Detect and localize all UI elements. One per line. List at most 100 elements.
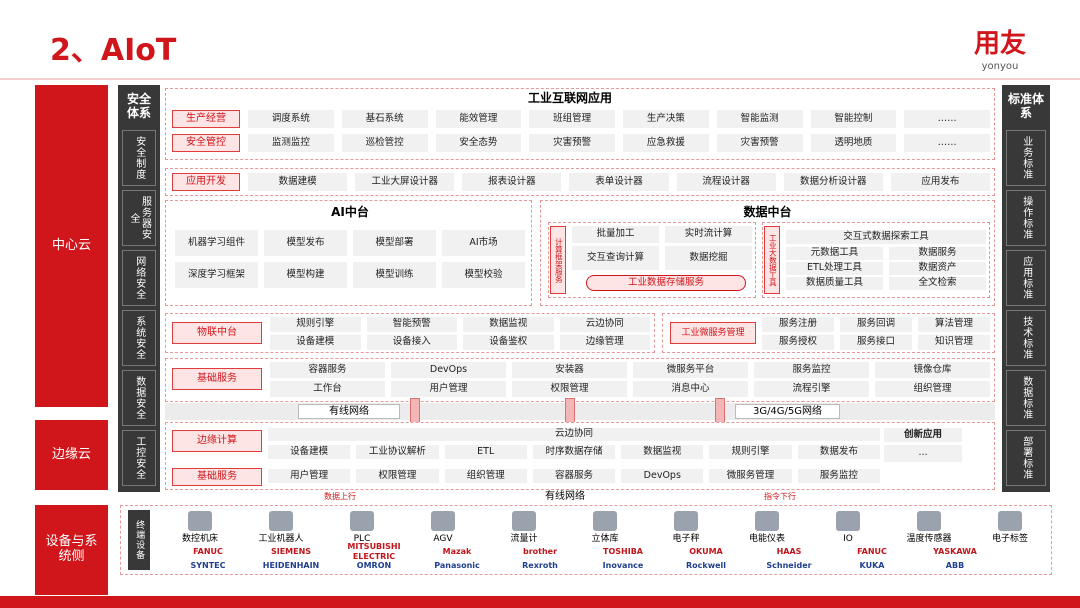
row-label: 生产经营 bbox=[172, 110, 240, 128]
item: 知识管理 bbox=[918, 335, 990, 350]
side-item: 技术标准 bbox=[1006, 310, 1046, 366]
item: 智能控制 bbox=[810, 110, 897, 128]
item: 生产决策 bbox=[623, 110, 709, 128]
item: AI市场 bbox=[442, 230, 525, 256]
storage: 工业数据存储服务 bbox=[586, 275, 746, 291]
device-name: 立体库 bbox=[591, 533, 619, 544]
item: 服务回调 bbox=[840, 317, 912, 332]
brand: MITSUBISHI ELECTRIC bbox=[347, 542, 401, 561]
item: DevOps bbox=[391, 362, 506, 378]
side-item: 安全制度 bbox=[122, 130, 156, 186]
item: 组织管理 bbox=[444, 469, 527, 483]
innovation-title: 创新应用 bbox=[884, 428, 962, 442]
item: ETL bbox=[444, 445, 527, 459]
side-item: 应用标准 bbox=[1006, 250, 1046, 306]
item: 服务注册 bbox=[762, 317, 834, 332]
item: 微服务平台 bbox=[633, 362, 748, 378]
item: 容器服务 bbox=[270, 362, 385, 378]
vertical-label: 终端设备 bbox=[128, 510, 150, 570]
item: 服务接口 bbox=[840, 335, 912, 350]
item: 组织管理 bbox=[875, 381, 990, 397]
item: 智能监测 bbox=[716, 110, 803, 128]
item: 数据挖掘 bbox=[665, 246, 752, 270]
item: 数据发布 bbox=[797, 445, 880, 459]
item: 权限管理 bbox=[356, 469, 439, 483]
brand: OKUMA bbox=[689, 546, 723, 556]
logo-sub: yonyou bbox=[981, 61, 1019, 73]
brand: KUKA bbox=[859, 560, 885, 570]
item: 能效管理 bbox=[435, 110, 522, 128]
device-icon bbox=[350, 511, 374, 531]
item: 模型校验 bbox=[442, 262, 525, 288]
side-item: 数据标准 bbox=[1006, 370, 1046, 426]
title: 2、AIoT bbox=[50, 32, 177, 68]
item: 工作台 bbox=[270, 381, 385, 397]
item: 服务监控 bbox=[754, 362, 869, 378]
item: 数据质量工具 bbox=[786, 277, 883, 290]
device-name: AGV bbox=[433, 533, 453, 544]
item: 消息中心 bbox=[633, 381, 748, 397]
item: 设备建模 bbox=[268, 445, 351, 459]
device-name: IO bbox=[843, 533, 853, 544]
item: 数据服务 bbox=[889, 247, 986, 260]
item: 安装器 bbox=[512, 362, 627, 378]
item: 全文检索 bbox=[889, 277, 986, 290]
device-icon bbox=[755, 511, 779, 531]
item: 数据分析设计器 bbox=[783, 173, 883, 191]
item: 模型构建 bbox=[264, 262, 347, 288]
item: 设备接入 bbox=[366, 335, 457, 350]
tools-header: 交互式数据探索工具 bbox=[786, 230, 986, 244]
side-item: 网络安全 bbox=[122, 250, 156, 306]
brand: FANUC bbox=[857, 546, 887, 556]
device-icon bbox=[431, 511, 455, 531]
item: 模型训练 bbox=[353, 262, 436, 288]
side-item: 业务标准 bbox=[1006, 130, 1046, 186]
device-name: 数控机床 bbox=[181, 533, 218, 544]
brand: Rexroth bbox=[522, 560, 558, 570]
network: 有线网络 bbox=[298, 404, 400, 419]
device-name: PLC bbox=[353, 533, 371, 544]
layer: 设备与系统侧 bbox=[35, 505, 108, 595]
network-bar bbox=[165, 403, 995, 420]
item: 数据监视 bbox=[621, 445, 704, 459]
item: 灾害预警 bbox=[529, 134, 615, 152]
side-item: 操作标准 bbox=[1006, 190, 1046, 246]
row-label: 工业微服务管理 bbox=[670, 322, 756, 344]
item: 用户管理 bbox=[268, 469, 351, 483]
device-icon bbox=[836, 511, 860, 531]
apps-title: 工业互联网应用 bbox=[527, 91, 612, 106]
item: 工业大屏设计器 bbox=[355, 173, 455, 191]
item: 智能预警 bbox=[366, 317, 457, 332]
brand: YASKAWA bbox=[933, 546, 977, 556]
item: 交互查询计算 bbox=[572, 246, 659, 270]
device-icon bbox=[188, 511, 212, 531]
device-name: 电子标签 bbox=[991, 533, 1028, 544]
item: 设备建模 bbox=[270, 335, 361, 350]
side-column bbox=[118, 85, 160, 492]
brand: Schneider bbox=[766, 560, 812, 570]
item: 巡检管控 bbox=[341, 134, 428, 152]
item: 实时流计算 bbox=[665, 226, 752, 243]
footer-bar bbox=[0, 596, 1080, 608]
side-item: 工控安全 bbox=[122, 430, 156, 486]
item: 数据资产 bbox=[889, 262, 986, 275]
brand: FANUC bbox=[193, 546, 223, 556]
logo: 用友 bbox=[973, 29, 1026, 60]
item: 工业协议解析 bbox=[356, 445, 439, 459]
item: 机器学习组件 bbox=[175, 230, 258, 256]
device-icon bbox=[674, 511, 698, 531]
link-label: 指令下行 bbox=[764, 492, 796, 502]
brand: SYNTEC bbox=[190, 560, 226, 570]
brand: HAAS bbox=[776, 546, 802, 556]
row-label: 基础服务 bbox=[172, 368, 262, 390]
item: 设备鉴权 bbox=[463, 335, 554, 350]
link-label: 有线网络 bbox=[545, 491, 585, 503]
brand: Panasonic bbox=[434, 560, 480, 570]
device-name: 电子秤 bbox=[672, 533, 700, 544]
link-label: 数据上行 bbox=[324, 492, 356, 502]
layer: 边缘云 bbox=[35, 420, 108, 490]
item: 容器服务 bbox=[532, 469, 616, 483]
item: 用户管理 bbox=[391, 381, 506, 397]
item: 服务监控 bbox=[797, 469, 880, 483]
